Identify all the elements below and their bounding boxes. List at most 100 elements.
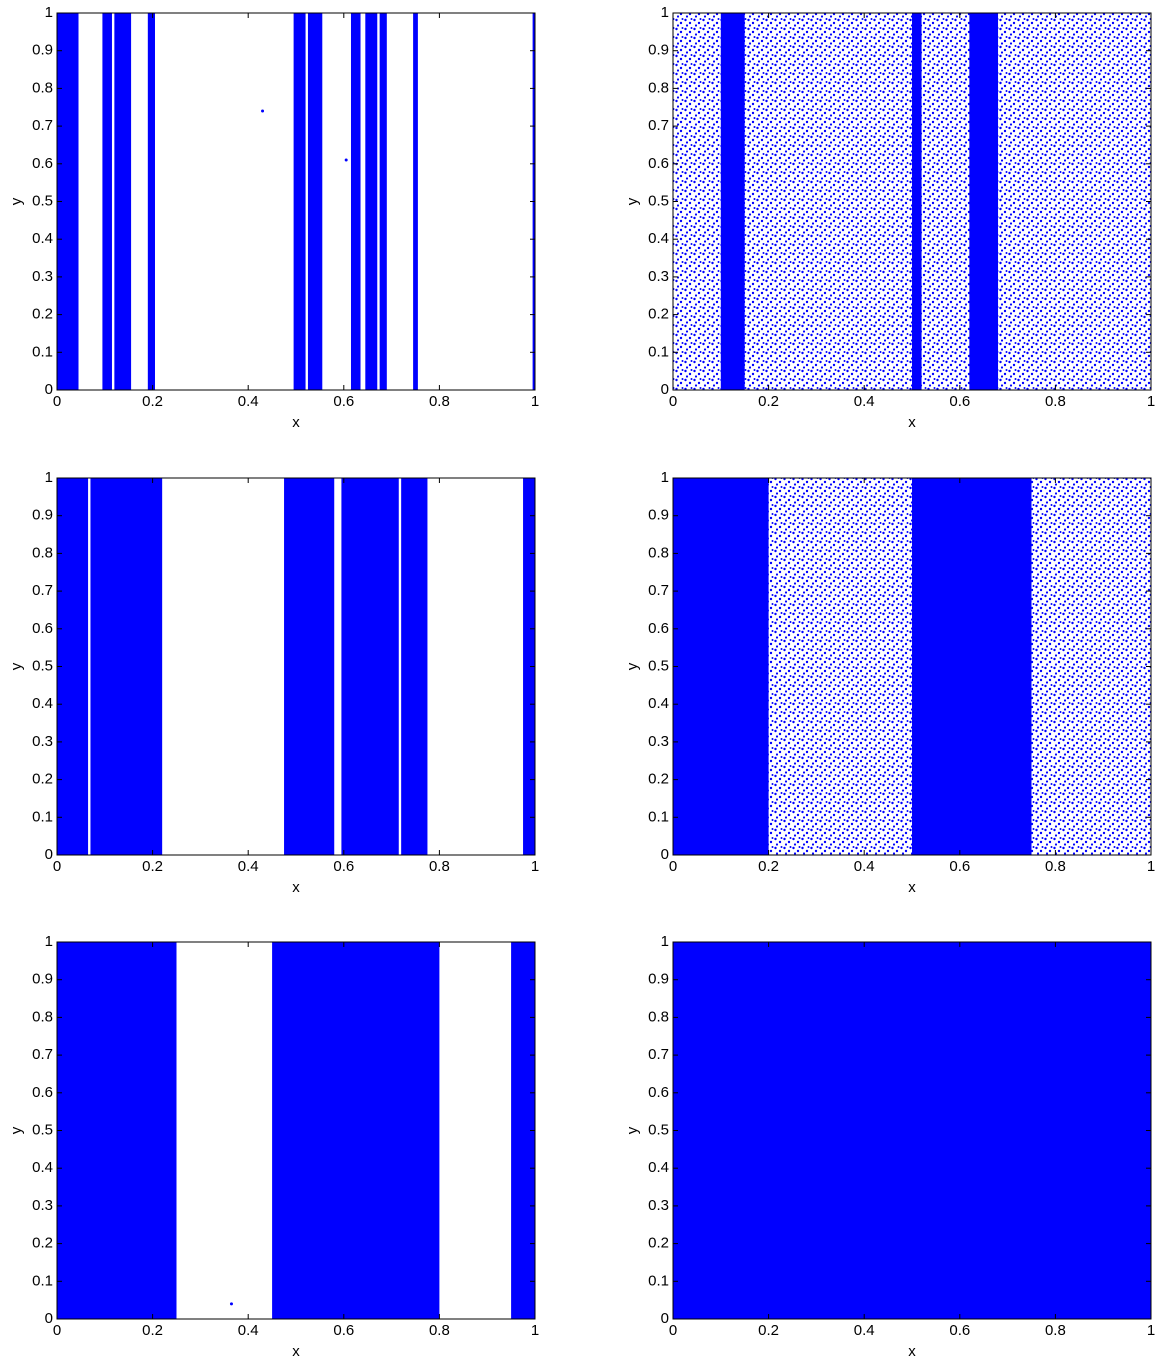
y-tick-label: 0.6 bbox=[32, 1084, 53, 1101]
y-tick-label: 0.9 bbox=[648, 971, 669, 988]
dense-point-band bbox=[147, 13, 155, 390]
subplot: 0 0.2 0.4 0.6 0.8 1 0 0.1 0.2 0.3 0.4 0.5 0.6 0.7 0.8 0… bbox=[624, 933, 1155, 1360]
x-tick-label: 0 bbox=[53, 393, 61, 410]
dense-point-band bbox=[673, 478, 769, 855]
y-tick-label: 1 bbox=[661, 469, 669, 486]
y-tick-label: 1 bbox=[661, 933, 669, 950]
y-tick-label: 0.3 bbox=[648, 268, 669, 285]
y-tick-label: 0.7 bbox=[648, 1046, 669, 1063]
y-tick-label: 0.4 bbox=[32, 230, 53, 247]
y-tick-label: 0.7 bbox=[648, 117, 669, 134]
y-tick-label: 0.1 bbox=[32, 808, 53, 825]
dense-point-band bbox=[523, 478, 535, 855]
y-tick-label: 1 bbox=[45, 933, 53, 950]
y-axis-label: y bbox=[624, 197, 641, 205]
y-tick-label: 0.2 bbox=[32, 771, 53, 788]
y-tick-label: 0 bbox=[661, 1310, 669, 1327]
dense-point-band bbox=[284, 478, 335, 855]
x-tick-label: 0.8 bbox=[1045, 1322, 1066, 1339]
x-tick-label: 0.4 bbox=[238, 858, 259, 875]
dense-point-band bbox=[413, 13, 418, 390]
y-tick-label: 0.4 bbox=[648, 695, 669, 712]
point bbox=[344, 158, 348, 162]
y-tick-label: 0.8 bbox=[648, 544, 669, 561]
y-tick-label: 1 bbox=[661, 4, 669, 21]
x-tick-label: 0.2 bbox=[142, 1322, 163, 1339]
y-tick-label: 0.5 bbox=[32, 657, 53, 674]
dense-point-band bbox=[90, 478, 163, 855]
dense-point-band bbox=[57, 478, 89, 855]
y-tick-label: 0.5 bbox=[648, 192, 669, 209]
y-tick-label: 0 bbox=[661, 846, 669, 863]
x-tick-label: 1 bbox=[1147, 393, 1155, 410]
x-tick-label: 0.2 bbox=[758, 393, 779, 410]
y-tick-label: 0.6 bbox=[648, 155, 669, 172]
x-axis-label: x bbox=[292, 414, 300, 431]
y-tick-label: 1 bbox=[45, 4, 53, 21]
y-tick-label: 0 bbox=[45, 846, 53, 863]
y-tick-label: 0.4 bbox=[32, 695, 53, 712]
x-tick-label: 0.6 bbox=[949, 858, 970, 875]
x-tick-label: 1 bbox=[1147, 1322, 1155, 1339]
x-tick-label: 0.2 bbox=[142, 858, 163, 875]
y-tick-label: 0.3 bbox=[648, 733, 669, 750]
y-tick-label: 1 bbox=[45, 469, 53, 486]
x-tick-label: 1 bbox=[531, 393, 539, 410]
x-tick-label: 0 bbox=[669, 393, 677, 410]
subplot: 0 0.2 0.4 0.6 0.8 1 0 0.1 0.2 0.3 0.4 0.5 0.6 0.7 0.8 0… bbox=[8, 4, 539, 431]
dense-point-band bbox=[511, 942, 535, 1319]
x-tick-label: 0.2 bbox=[758, 1322, 779, 1339]
y-tick-label: 0.7 bbox=[32, 582, 53, 599]
dense-point-band bbox=[912, 478, 1032, 855]
dense-point-band bbox=[272, 942, 440, 1319]
x-axis-label: x bbox=[908, 414, 916, 431]
y-tick-label: 0.8 bbox=[32, 79, 53, 96]
x-tick-label: 0.8 bbox=[429, 858, 450, 875]
y-tick-label: 0.1 bbox=[32, 343, 53, 360]
x-axis-label: x bbox=[908, 1343, 916, 1360]
y-tick-label: 0.2 bbox=[32, 306, 53, 323]
x-tick-label: 0.8 bbox=[1045, 858, 1066, 875]
x-tick-label: 0.2 bbox=[758, 858, 779, 875]
y-tick-label: 0.4 bbox=[32, 1159, 53, 1176]
y-axis-label: y bbox=[8, 1126, 25, 1134]
dense-point-band bbox=[293, 13, 306, 390]
dense-point-band bbox=[350, 13, 361, 390]
y-tick-label: 0.3 bbox=[648, 1197, 669, 1214]
dense-point-band bbox=[57, 942, 177, 1319]
x-tick-label: 0.8 bbox=[429, 393, 450, 410]
y-tick-label: 0 bbox=[45, 381, 53, 398]
x-tick-label: 0.6 bbox=[949, 1322, 970, 1339]
y-tick-label: 0.3 bbox=[32, 1197, 53, 1214]
x-tick-label: 1 bbox=[531, 1322, 539, 1339]
sparse-point-region bbox=[768, 478, 912, 855]
subplot: 0 0.2 0.4 0.6 0.8 1 0 0.1 0.2 0.3 0.4 0.5 0.6 0.7 0.8 0… bbox=[8, 933, 539, 1360]
dense-point-band bbox=[401, 478, 428, 855]
subplot: 0 0.2 0.4 0.6 0.8 1 0 0.1 0.2 0.3 0.4 0.5 0.6 0.7 0.8 0… bbox=[8, 469, 539, 896]
dense-point-band bbox=[912, 13, 922, 390]
dense-point-band bbox=[379, 13, 387, 390]
y-tick-label: 0.9 bbox=[32, 971, 53, 988]
y-tick-label: 0.4 bbox=[648, 1159, 669, 1176]
y-tick-label: 0.9 bbox=[32, 42, 53, 59]
y-tick-label: 0.3 bbox=[32, 268, 53, 285]
point bbox=[261, 109, 265, 113]
y-axis-label: y bbox=[8, 662, 25, 670]
x-tick-label: 0 bbox=[669, 1322, 677, 1339]
y-tick-label: 0.1 bbox=[648, 1272, 669, 1289]
y-tick-label: 0.6 bbox=[648, 620, 669, 637]
y-tick-label: 0 bbox=[661, 381, 669, 398]
x-tick-label: 0.4 bbox=[238, 1322, 259, 1339]
y-tick-label: 0.4 bbox=[648, 230, 669, 247]
dense-point-band bbox=[57, 13, 79, 390]
y-axis-label: y bbox=[624, 662, 641, 670]
y-tick-label: 0.8 bbox=[648, 79, 669, 96]
x-tick-label: 0.6 bbox=[949, 393, 970, 410]
y-axis-label: y bbox=[8, 197, 25, 205]
y-tick-label: 0.2 bbox=[648, 771, 669, 788]
y-tick-label: 0.6 bbox=[648, 1084, 669, 1101]
x-tick-label: 0.6 bbox=[333, 393, 354, 410]
y-tick-label: 0.5 bbox=[648, 657, 669, 674]
x-tick-label: 0.6 bbox=[333, 1322, 354, 1339]
y-tick-label: 0.7 bbox=[648, 582, 669, 599]
